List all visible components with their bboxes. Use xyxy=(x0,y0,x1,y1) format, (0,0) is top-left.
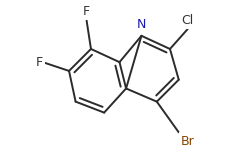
Text: Cl: Cl xyxy=(181,14,194,27)
Text: F: F xyxy=(36,56,43,69)
Text: F: F xyxy=(83,5,90,18)
Text: N: N xyxy=(137,18,146,31)
Text: Br: Br xyxy=(181,135,195,148)
